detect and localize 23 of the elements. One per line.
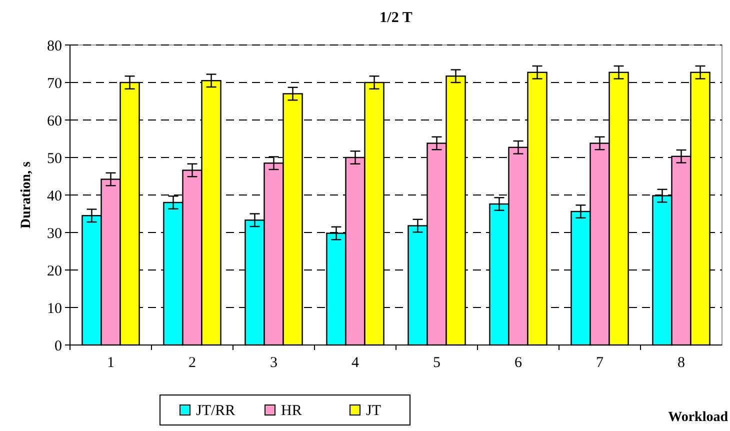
y-tick-label: 40: [47, 188, 62, 204]
y-tick-label: 60: [47, 113, 62, 130]
chart-title: 1/2 T: [380, 10, 412, 26]
y-tick-label: 10: [47, 300, 62, 317]
legend-label: HR: [281, 403, 302, 419]
x-tick-label: 7: [596, 355, 604, 371]
y-tick-label: 0: [54, 338, 62, 354]
y-tick-label: 50: [47, 150, 62, 167]
y-axis-title: Duration, s: [19, 161, 34, 228]
x-tick-label: 5: [433, 355, 440, 371]
y-tick-label: 80: [47, 38, 62, 54]
x-tick-label: 1: [107, 355, 114, 371]
x-tick-label: 8: [678, 355, 685, 371]
x-tick-label: 3: [270, 355, 278, 371]
y-tick-label: 30: [47, 226, 62, 242]
x-tick-label: 6: [514, 355, 522, 371]
x-tick-label: 4: [352, 355, 360, 371]
legend-label: JT: [366, 403, 381, 419]
y-tick-label: 70: [47, 76, 62, 92]
y-tick-label: 20: [47, 263, 62, 280]
legend-label: JT/RR: [196, 403, 236, 419]
x-axis-title: Workload: [668, 410, 728, 425]
x-tick-label: 2: [188, 355, 196, 371]
